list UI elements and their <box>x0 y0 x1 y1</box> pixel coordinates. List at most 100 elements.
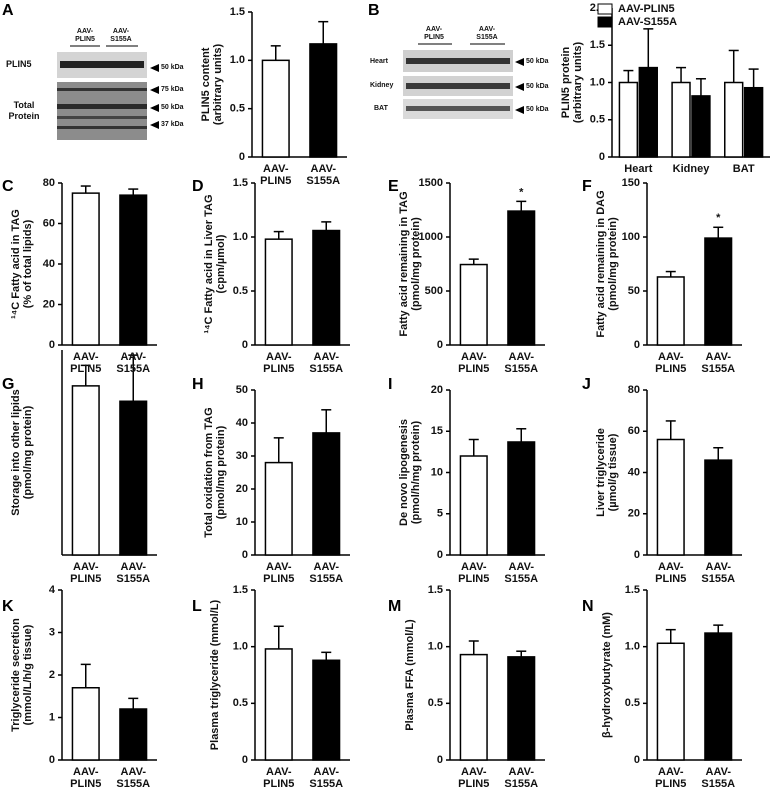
bar <box>618 81 639 158</box>
bar <box>459 653 488 761</box>
y-axis-label: Fatty acid remaining in TAG <box>398 191 410 336</box>
x-tick-label: AAV-PLIN5 <box>263 766 295 787</box>
bar <box>309 43 338 158</box>
y-axis-label: ¹⁴C Fatty acid in TAG <box>10 209 22 319</box>
y-axis-label: (cpm/µmol) <box>215 234 227 293</box>
bar <box>264 461 293 556</box>
y-tick-label: 0 <box>49 339 55 351</box>
blot-group: AAV-PLIN5 <box>75 28 95 43</box>
bar <box>312 229 341 346</box>
y-tick-label: 4 <box>49 584 56 596</box>
panel-label: K <box>2 598 14 615</box>
y-tick-label: 0 <box>634 754 640 766</box>
x-tick-label: AAV-S155A <box>116 351 151 375</box>
y-axis-label: Liver triglyceride <box>595 428 607 517</box>
arrow <box>150 86 159 94</box>
y-tick-label: 2 <box>49 669 55 681</box>
y-axis-label: ¹⁴C Fatty acid in Liver TAG <box>203 194 215 333</box>
y-tick-label: 1.0 <box>233 231 248 243</box>
x-tick-label: AAV-S155A <box>116 561 151 585</box>
significance: * <box>716 212 721 224</box>
y-tick-label: 3 <box>49 626 55 638</box>
blot-band <box>57 88 147 91</box>
y-tick-label: 0 <box>242 754 248 766</box>
y-tick-label: 0 <box>437 754 443 766</box>
blot-row: BAT <box>374 105 388 112</box>
blot-row: Heart <box>370 58 388 65</box>
y-axis-label: (pmol/mg protein) <box>410 217 422 311</box>
blot-marker: 50 kDa <box>526 83 549 90</box>
y-tick-label: 100 <box>622 231 640 243</box>
y-tick-label: 1.5 <box>428 584 443 596</box>
panel-label: C <box>2 178 14 195</box>
blot-group: AAV-PLIN5 <box>424 26 444 41</box>
y-tick-label: 0.5 <box>590 114 605 126</box>
bar <box>264 648 293 761</box>
blot-row: Kidney <box>370 82 394 89</box>
y-axis-label: (µmol/g tissue) <box>607 433 619 511</box>
y-axis-label: PLIN5 protein <box>560 46 572 118</box>
y-tick-label: 0 <box>437 549 443 561</box>
arrow <box>515 58 524 66</box>
y-tick-label: 15 <box>431 425 443 437</box>
bar <box>261 59 290 158</box>
panel-label: E <box>388 178 399 195</box>
y-tick-label: 1.0 <box>428 641 443 653</box>
blot-row: PLIN5 <box>6 59 32 69</box>
y-tick-label: 1.5 <box>233 584 248 596</box>
blot-group: AAV-S155A <box>476 26 498 41</box>
bar <box>704 632 733 761</box>
y-tick-label: 40 <box>628 466 640 478</box>
bar <box>507 441 536 556</box>
blot-band <box>60 61 144 68</box>
panel-label: D <box>192 178 204 195</box>
y-tick-label: 0 <box>634 549 640 561</box>
bar <box>119 708 148 761</box>
x-tick-label: AAV-S155A <box>504 351 539 375</box>
x-tick-label: AAV-S155A <box>309 561 344 585</box>
y-tick-label: 20 <box>43 298 55 310</box>
bar <box>638 66 658 158</box>
bar <box>507 210 536 346</box>
panel-label: F <box>582 178 592 195</box>
panel-label: I <box>388 376 393 393</box>
bar <box>71 192 100 346</box>
blot-marker: 50 kDa <box>526 106 549 113</box>
panel-label: B <box>368 2 380 19</box>
y-tick-label: 40 <box>236 417 248 429</box>
bar <box>656 276 685 346</box>
y-tick-label: 50 <box>628 285 640 297</box>
y-tick-label: 40 <box>43 258 55 270</box>
y-axis-label: (arbitrary units) <box>212 44 224 126</box>
y-axis-label: (pmol/mg protein) <box>22 405 34 499</box>
y-tick-label: 0 <box>49 754 55 766</box>
y-tick-label: 1.5 <box>230 6 245 18</box>
legend-label: AAV-S155A <box>618 16 677 28</box>
y-tick-label: 1.0 <box>233 641 248 653</box>
bar <box>459 263 488 346</box>
blot-marker: 50 kDa <box>161 64 184 71</box>
blot-row: Total Protein <box>8 100 40 121</box>
x-tick-label: Heart <box>624 163 653 175</box>
y-tick-label: 60 <box>43 217 55 229</box>
arrow <box>150 64 159 72</box>
blot-marker: 50 kDa <box>161 104 184 111</box>
y-tick-label: 10 <box>431 466 443 478</box>
arrow <box>515 83 524 91</box>
y-axis-label: Storage into other lipids <box>10 389 22 516</box>
y-tick-label: 1 <box>49 711 55 723</box>
legend-swatch <box>597 16 613 28</box>
x-tick-label: AAV-PLIN5 <box>458 351 490 375</box>
y-axis-label: Fatty acid remaining in DAG <box>595 190 607 337</box>
bar <box>691 95 711 158</box>
y-tick-label: 1.0 <box>625 641 640 653</box>
x-tick-label: AAV-S155A <box>701 766 736 787</box>
bar <box>312 659 341 761</box>
y-axis-label: (pmol/mg protein) <box>215 425 227 519</box>
y-tick-label: 0 <box>634 339 640 351</box>
y-tick-label: 1000 <box>419 231 443 243</box>
blot-band <box>57 104 147 109</box>
y-tick-label: 1.0 <box>230 54 245 66</box>
y-tick-label: 0 <box>437 339 443 351</box>
